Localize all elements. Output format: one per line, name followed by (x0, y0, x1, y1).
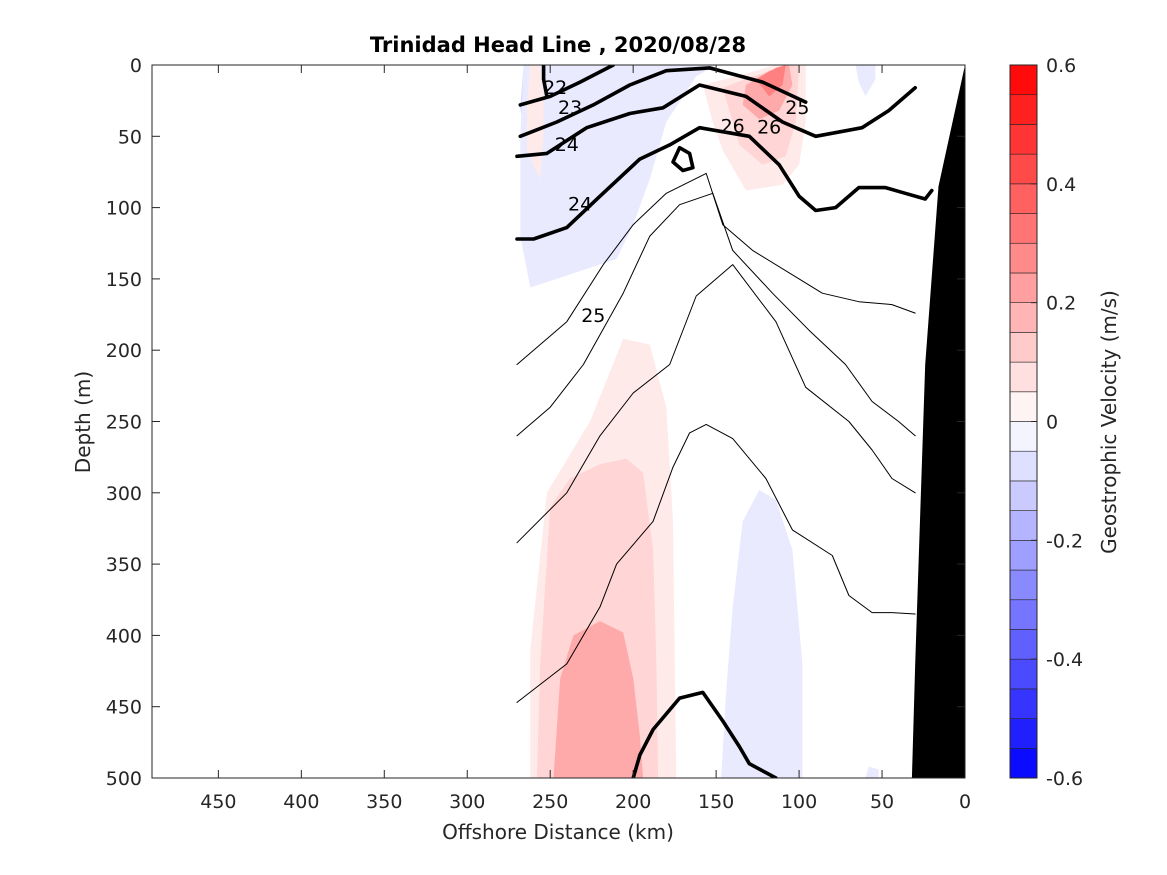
x-tick-label: 150 (698, 791, 734, 813)
colorbar-segment (1009, 421, 1038, 452)
colorbar-segment (1009, 450, 1038, 482)
density-contour (518, 66, 808, 139)
seafloor-layer (911, 65, 965, 778)
colorbar-segment (1009, 64, 1038, 96)
colorbar: -0.6 -0.4 -0.2 0 0.2 0.4 0.6 (1009, 55, 1083, 790)
density-contour (671, 145, 695, 173)
density-contour (516, 423, 916, 703)
colorbar-segment (1009, 332, 1038, 363)
colorbar-segment (1009, 272, 1038, 303)
y-tick-label: 300 (106, 483, 142, 505)
y-tick-label: 400 (106, 625, 142, 647)
contour-label: 23 (558, 97, 582, 119)
y-tick-label: 350 (106, 554, 142, 576)
colorbar-segment (1009, 540, 1038, 571)
colorbar-segment (1009, 124, 1038, 155)
chart-title: Trinidad Head Line , 2020/08/28 (370, 33, 746, 57)
contour-label: 26 (721, 115, 745, 137)
colorbar-segment (1009, 153, 1038, 185)
colorbar-tick-label: -0.6 (1046, 768, 1083, 790)
colorbar-segment (1009, 302, 1038, 333)
colorbar-segment (1009, 569, 1038, 601)
contour-label: 25 (785, 97, 809, 119)
density-contour (516, 172, 916, 365)
colorbar-segment (1009, 747, 1038, 779)
contour-label: 22 (543, 77, 567, 99)
colorbar-segment (1009, 183, 1038, 214)
x-tick-label: 450 (200, 791, 236, 813)
velocity-region (520, 65, 717, 288)
density-contour (516, 192, 916, 437)
velocity-region (865, 766, 879, 778)
x-tick-label: 200 (615, 791, 651, 813)
y-tick-label: 450 (106, 697, 142, 719)
colorbar-segment (1009, 94, 1038, 125)
colorbar-tick-label: 0 (1046, 412, 1058, 434)
colorbar-segment (1009, 629, 1038, 660)
density-contour-layer (515, 65, 934, 778)
y-tick-label: 150 (106, 269, 142, 291)
density-contour (516, 264, 916, 544)
velocity-region (855, 65, 876, 97)
colorbar-segment (1009, 361, 1038, 393)
colorbar-segment (1009, 213, 1038, 244)
colorbar-tick-label: 0.6 (1046, 55, 1076, 77)
velocity-region (553, 621, 644, 778)
colorbar-tick-label: -0.2 (1046, 530, 1083, 552)
x-tick-label: 100 (781, 791, 817, 813)
y-tick-label: 250 (106, 412, 142, 434)
x-tick-label: 350 (366, 791, 402, 813)
contour-label: 24 (555, 134, 579, 156)
x-tick-label: 250 (532, 791, 568, 813)
x-axis: 450 400 350 300 250 200 150 100 50 0 (200, 65, 971, 813)
y-tick-label: 0 (130, 55, 142, 77)
contour-label: 24 (568, 194, 592, 216)
contour-label: 25 (581, 305, 605, 327)
colorbar-segment (1009, 510, 1038, 541)
y-axis: 0 50 100 150 200 250 300 350 400 450 500 (106, 55, 965, 790)
velocity-region (721, 489, 803, 778)
colorbar-segment (1009, 391, 1038, 422)
y-tick-label: 500 (106, 768, 142, 790)
x-axis-label: Offshore Distance (km) (442, 820, 674, 844)
colorbar-segment (1009, 599, 1038, 630)
colorbar-label: Geostrophic Velocity (m/s) (1097, 290, 1121, 554)
colorbar-segment (1009, 242, 1038, 274)
colorbar-segment (1009, 658, 1038, 690)
y-tick-label: 50 (118, 126, 142, 148)
density-contour (515, 125, 934, 241)
x-tick-label: 300 (449, 791, 485, 813)
density-contour (515, 83, 918, 159)
velocity-region (527, 65, 544, 180)
colorbar-segment (1009, 688, 1038, 719)
seafloor-bathymetry (911, 65, 965, 778)
x-tick-label: 400 (283, 791, 319, 813)
colorbar-tick-label: 0.4 (1046, 174, 1076, 196)
velocity-fill-layer (520, 65, 879, 778)
y-axis-label: Depth (m) (71, 371, 95, 473)
colorbar-segment (1009, 480, 1038, 511)
density-contour (518, 65, 616, 107)
density-contour (631, 690, 778, 778)
colorbar-segment (1009, 718, 1038, 749)
colorbar-tick-label: -0.4 (1046, 649, 1083, 671)
x-tick-label: 50 (870, 791, 894, 813)
contour-label: 26 (757, 117, 781, 139)
colorbar-tick-label: 0.2 (1046, 293, 1076, 315)
density-contour (541, 65, 549, 99)
y-tick-label: 100 (106, 198, 142, 220)
x-tick-label: 0 (959, 791, 971, 813)
y-tick-label: 200 (106, 340, 142, 362)
